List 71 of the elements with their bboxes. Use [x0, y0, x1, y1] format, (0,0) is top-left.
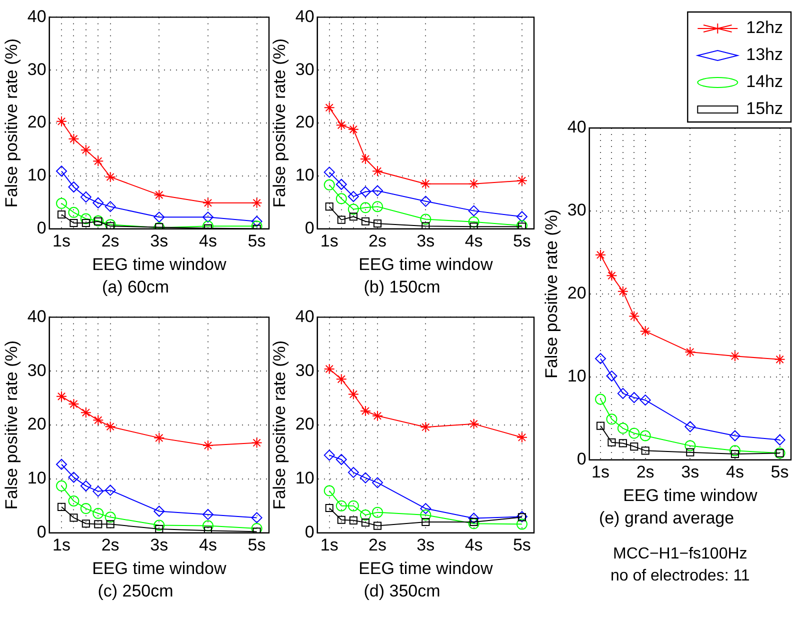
- y-axis-title: False positive rate (%): [270, 38, 289, 208]
- y-axis-title: False positive rate (%): [542, 209, 561, 378]
- y-tick-label: 20: [295, 112, 314, 132]
- x-tick-label: 2s: [368, 232, 386, 251]
- y-tick-label: 10: [27, 468, 46, 488]
- y-tick-label: 30: [27, 60, 46, 79]
- y-axis-title: False positive rate (%): [270, 340, 289, 510]
- x-tick-label: 2s: [636, 462, 654, 482]
- y-tick-label: 30: [295, 60, 314, 79]
- text: (d) 350cm: [364, 581, 440, 600]
- y-tick-label: 20: [27, 112, 46, 132]
- y-tick-label: 40: [27, 6, 46, 26]
- y-tick-label: 30: [567, 200, 586, 220]
- x-tick-label: 3s: [416, 232, 435, 251]
- text: no of electrodes: 11: [610, 567, 750, 584]
- x-tick-label: 1s: [320, 232, 338, 251]
- x-tick-label: 5s: [770, 462, 789, 482]
- x-tick-label: 1s: [320, 536, 338, 555]
- y-tick-label: 10: [27, 166, 46, 185]
- y-tick-label: 40: [295, 6, 314, 26]
- x-axis-title: EEG time window: [92, 255, 227, 274]
- y-tick-label: 30: [295, 360, 314, 380]
- y-tick-label: 0: [576, 449, 586, 468]
- x-axis-title: EEG time window: [623, 486, 758, 506]
- y-tick-label: 0: [36, 522, 46, 542]
- text: (e) grand average: [598, 508, 734, 528]
- text: (a) 60cm: [102, 277, 170, 296]
- x-tick-label: 2s: [368, 536, 386, 555]
- x-tick-label: 5s: [248, 536, 266, 555]
- text: (c) 250cm: [98, 581, 174, 600]
- x-tick-label: 2s: [101, 232, 120, 251]
- x-tick-label: 4s: [464, 232, 483, 251]
- y-axis-title: False positive rate (%): [2, 38, 21, 208]
- x-tick-label: 4s: [464, 536, 483, 555]
- y-tick-label: 40: [27, 306, 46, 326]
- x-tick-label: 1s: [592, 462, 610, 482]
- y-tick-label: 30: [27, 360, 46, 380]
- y-tick-label: 0: [36, 218, 46, 238]
- x-tick-label: 1s: [52, 232, 70, 251]
- x-tick-label: 3s: [681, 462, 700, 482]
- x-tick-label: 3s: [416, 536, 435, 555]
- legend-label: 12hz: [746, 18, 784, 38]
- y-tick-label: 0: [304, 218, 314, 238]
- legend-label: 14hz: [746, 72, 784, 92]
- legend-label: 13hz: [746, 45, 784, 64]
- y-tick-label: 20: [295, 414, 314, 434]
- x-tick-label: 4s: [198, 536, 217, 555]
- x-tick-label: 4s: [726, 462, 744, 482]
- x-tick-label: 2s: [101, 536, 120, 555]
- x-tick-label: 4s: [198, 232, 217, 251]
- x-tick-label: 5s: [512, 232, 531, 251]
- y-tick-label: 40: [295, 306, 314, 326]
- legend-label: 15hz: [746, 99, 784, 118]
- x-tick-label: 3s: [150, 232, 168, 251]
- y-tick-label: 10: [567, 366, 586, 386]
- y-axis-title: False positive rate (%): [2, 340, 21, 510]
- text: MCC−H1−fs100Hz: [613, 545, 748, 562]
- x-axis-title: EEG time window: [358, 559, 494, 578]
- y-tick-label: 40: [567, 118, 586, 137]
- y-tick-label: 0: [304, 522, 314, 542]
- y-tick-label: 10: [295, 166, 314, 185]
- y-tick-label: 10: [295, 468, 314, 488]
- x-axis-title: EEG time window: [92, 559, 227, 578]
- x-tick-label: 3s: [150, 536, 168, 555]
- y-tick-label: 20: [567, 284, 586, 303]
- y-tick-label: 20: [27, 414, 46, 434]
- x-tick-label: 5s: [512, 536, 531, 555]
- x-tick-label: 1s: [52, 536, 70, 555]
- text: (b) 150cm: [364, 277, 440, 296]
- x-axis-title: EEG time window: [358, 255, 494, 274]
- x-tick-label: 5s: [248, 232, 266, 251]
